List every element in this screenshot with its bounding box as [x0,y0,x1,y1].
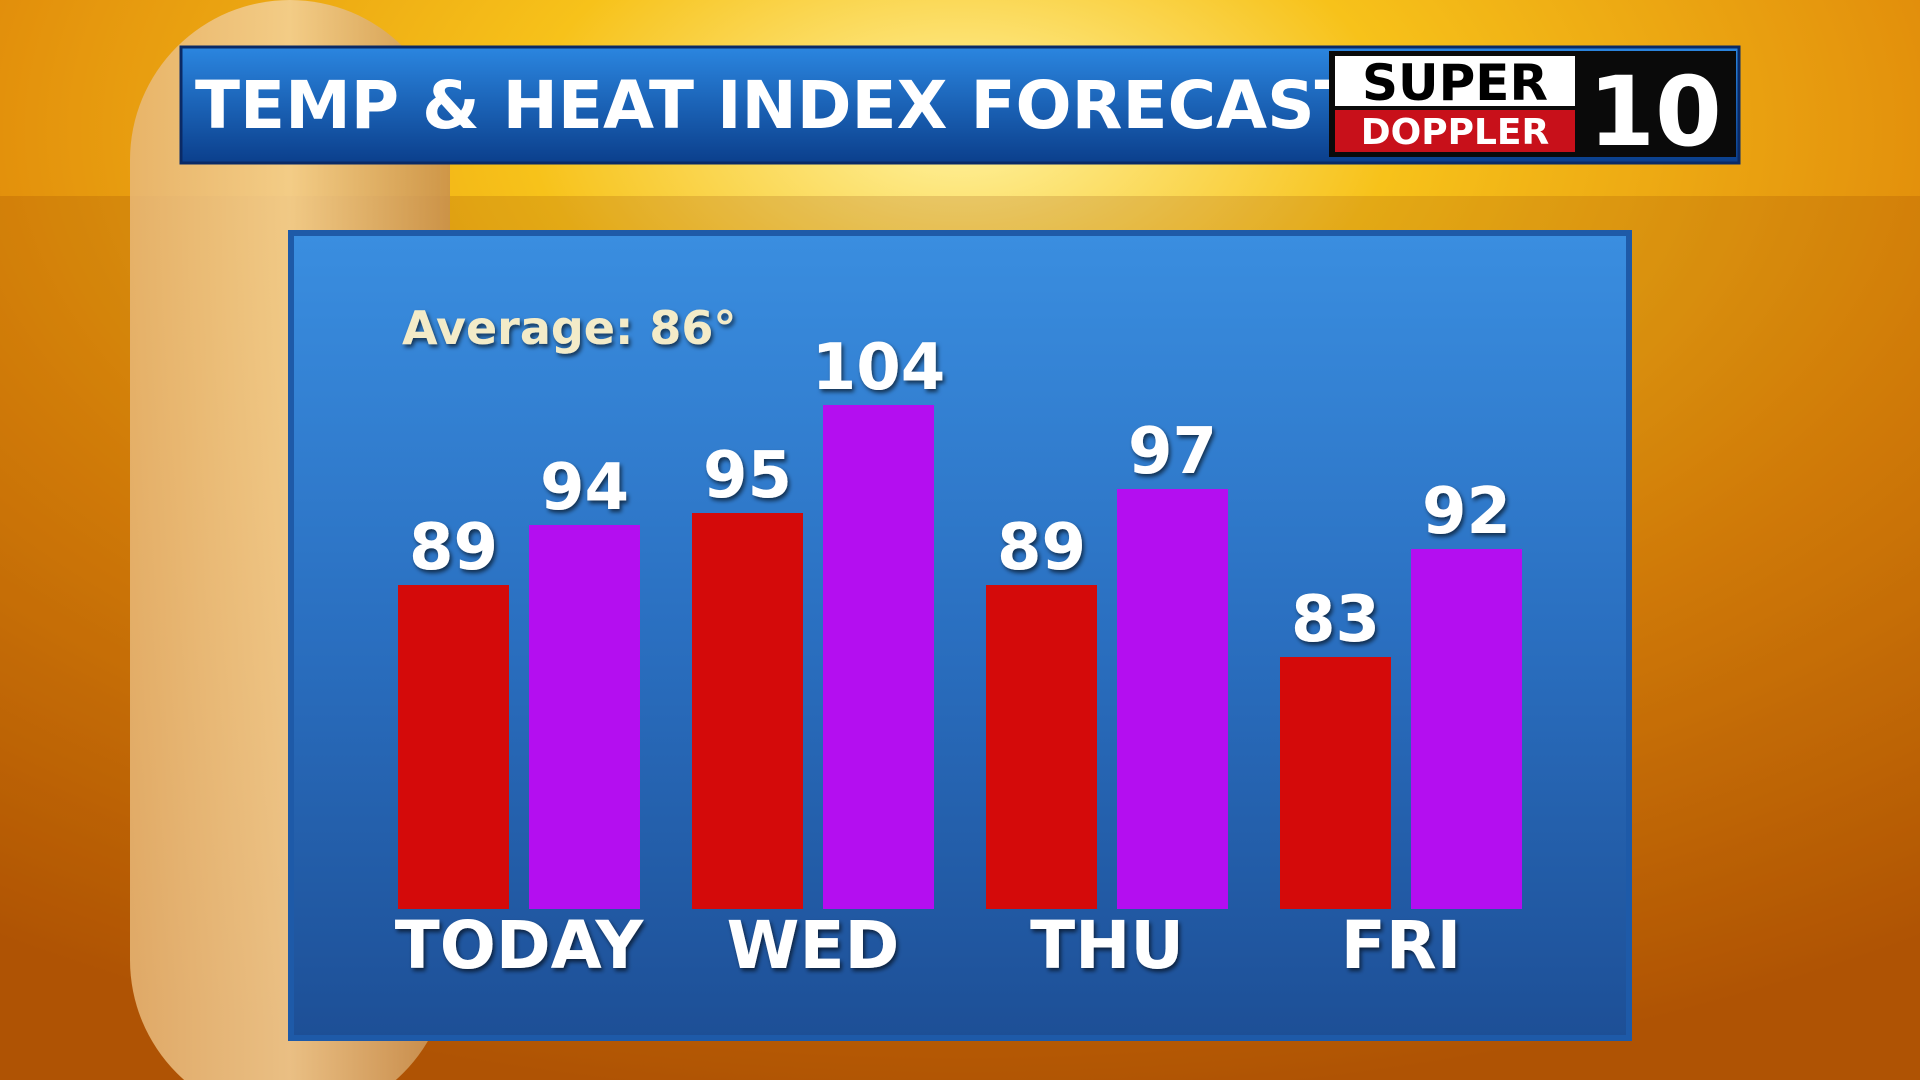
logo-box [1335,56,1575,106]
value-label: 89 [997,511,1086,585]
title: TEMP & HEAT INDEX FORECAST [195,67,1360,144]
bar [986,585,1097,909]
value-label: 83 [1291,583,1380,657]
bar [823,405,934,909]
x-tick-label: THU [1030,907,1184,984]
bar [529,525,640,909]
chart-panel [288,230,1632,1041]
bar [692,513,803,909]
logo-number: 10 [1588,56,1722,168]
logo-text: DOPPLER [1361,112,1550,153]
annotation: Average: 86° [402,301,736,355]
x-tick-label: WED [727,907,900,984]
value-label: 92 [1422,475,1511,549]
logo-text: SUPER [1362,54,1548,112]
logo-box [1335,110,1575,152]
value-label: 94 [540,451,629,525]
bar [1117,489,1228,909]
bar [1411,549,1522,909]
bar [398,585,509,909]
value-label: 89 [409,511,498,585]
bar [1280,657,1391,909]
x-tick-label: FRI [1341,907,1461,984]
value-label: 104 [812,331,946,405]
x-tick-label: TODAY [395,907,645,984]
value-label: 95 [703,439,792,513]
value-label: 97 [1128,415,1217,489]
